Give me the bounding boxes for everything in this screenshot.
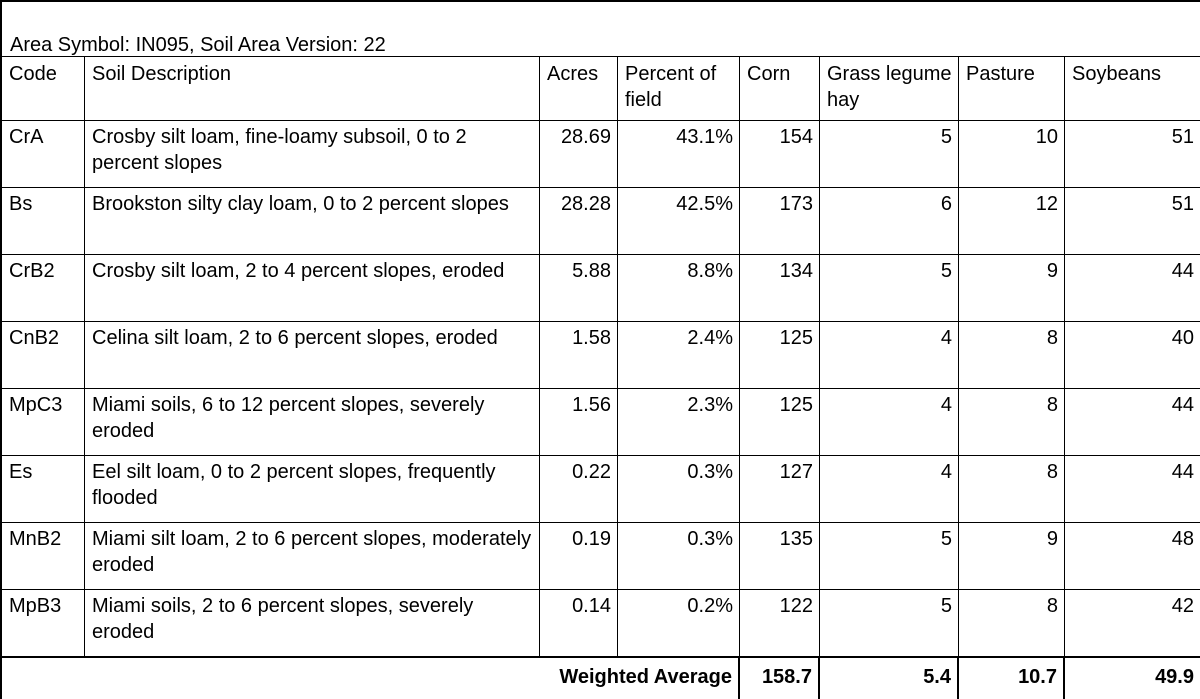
- header-grass-legume-hay: Grass legume hay: [819, 56, 959, 121]
- cell-percent: 8.8%: [617, 254, 740, 322]
- cell-soybeans: 51: [1064, 187, 1200, 255]
- table-row: CrB2 Crosby silt loam, 2 to 4 percent sl…: [1, 254, 1200, 322]
- soil-table: Code Soil Description Acres Percent of f…: [1, 56, 1200, 656]
- cell-corn: 127: [739, 455, 820, 523]
- cell-code: CnB2: [1, 321, 85, 389]
- weighted-average-hay: 5.4: [820, 658, 959, 699]
- cell-acres: 1.56: [539, 388, 618, 456]
- cell-description: Crosby silt loam, fine-loamy subsoil, 0 …: [84, 120, 540, 188]
- cell-corn: 125: [739, 321, 820, 389]
- table-row: CnB2 Celina silt loam, 2 to 6 percent sl…: [1, 321, 1200, 389]
- cell-description: Celina silt loam, 2 to 6 percent slopes,…: [84, 321, 540, 389]
- table-row: CrA Crosby silt loam, fine-loamy subsoil…: [1, 120, 1200, 188]
- cell-pasture: 8: [958, 388, 1065, 456]
- cell-soybeans: 44: [1064, 254, 1200, 322]
- area-title: Area Symbol: IN095, Soil Area Version: 2…: [10, 34, 386, 56]
- cell-percent: 0.3%: [617, 522, 740, 590]
- cell-description: Miami soils, 2 to 6 percent slopes, seve…: [84, 589, 540, 656]
- weighted-average-pasture: 10.7: [959, 658, 1065, 699]
- cell-corn: 134: [739, 254, 820, 322]
- cell-percent: 0.2%: [617, 589, 740, 656]
- cell-hay: 5: [819, 589, 959, 656]
- cell-soybeans: 44: [1064, 388, 1200, 456]
- cell-corn: 125: [739, 388, 820, 456]
- cell-soybeans: 51: [1064, 120, 1200, 188]
- weighted-average-soybeans: 49.9: [1155, 666, 1194, 688]
- cell-pasture: 12: [958, 187, 1065, 255]
- cell-soybeans: 44: [1064, 455, 1200, 523]
- cell-percent: 42.5%: [617, 187, 740, 255]
- cell-pasture: 10: [958, 120, 1065, 188]
- cell-pasture: 9: [958, 254, 1065, 322]
- cell-acres: 0.14: [539, 589, 618, 656]
- header-code: Code: [1, 56, 85, 121]
- header-pasture: Pasture: [958, 56, 1065, 121]
- cell-corn: 122: [739, 589, 820, 656]
- cell-corn: 135: [739, 522, 820, 590]
- cell-code: Bs: [1, 187, 85, 255]
- cell-pasture: 8: [958, 455, 1065, 523]
- cell-pasture: 8: [958, 589, 1065, 656]
- table-row: MpB3 Miami soils, 2 to 6 percent slopes,…: [1, 589, 1200, 656]
- cell-hay: 5: [819, 120, 959, 188]
- table-row: MnB2 Miami silt loam, 2 to 6 percent slo…: [1, 522, 1200, 590]
- cell-code: Es: [1, 455, 85, 523]
- cell-soybeans: 42: [1064, 589, 1200, 656]
- cell-description: Miami soils, 6 to 12 percent slopes, sev…: [84, 388, 540, 456]
- header-acres: Acres: [539, 56, 618, 121]
- weighted-average-row: Weighted Average 158.7 5.4 10.7 49.9: [0, 656, 1200, 699]
- cell-hay: 5: [819, 254, 959, 322]
- cell-code: MnB2: [1, 522, 85, 590]
- cell-hay: 4: [819, 321, 959, 389]
- header-soybeans: Soybeans: [1064, 56, 1200, 121]
- cell-description: Eel silt loam, 0 to 2 percent slopes, fr…: [84, 455, 540, 523]
- cell-pasture: 9: [958, 522, 1065, 590]
- cell-percent: 2.4%: [617, 321, 740, 389]
- cell-corn: 154: [739, 120, 820, 188]
- cell-hay: 4: [819, 388, 959, 456]
- cell-code: CrA: [1, 120, 85, 188]
- cell-percent: 2.3%: [617, 388, 740, 456]
- cell-acres: 1.58: [539, 321, 618, 389]
- table-row: Bs Brookston silty clay loam, 0 to 2 per…: [1, 187, 1200, 255]
- cell-pasture: 8: [958, 321, 1065, 389]
- cell-acres: 28.28: [539, 187, 618, 255]
- cell-code: MpB3: [1, 589, 85, 656]
- cell-code: CrB2: [1, 254, 85, 322]
- table-header-row: Code Soil Description Acres Percent of f…: [1, 56, 1200, 121]
- header-soil-description: Soil Description: [84, 56, 540, 121]
- table-row: Es Eel silt loam, 0 to 2 percent slopes,…: [1, 455, 1200, 523]
- cell-corn: 173: [739, 187, 820, 255]
- table-row: MpC3 Miami soils, 6 to 12 percent slopes…: [1, 388, 1200, 456]
- cell-soybeans: 40: [1064, 321, 1200, 389]
- cell-code: MpC3: [1, 388, 85, 456]
- cell-hay: 4: [819, 455, 959, 523]
- cell-percent: 43.1%: [617, 120, 740, 188]
- header-corn: Corn: [739, 56, 820, 121]
- cell-percent: 0.3%: [617, 455, 740, 523]
- cell-acres: 5.88: [539, 254, 618, 322]
- weighted-average-corn: 158.7: [740, 658, 820, 699]
- cell-acres: 28.69: [539, 120, 618, 188]
- cell-hay: 6: [819, 187, 959, 255]
- cell-description: Brookston silty clay loam, 0 to 2 percen…: [84, 187, 540, 255]
- cell-description: Miami silt loam, 2 to 6 percent slopes, …: [84, 522, 540, 590]
- cell-acres: 0.19: [539, 522, 618, 590]
- cell-acres: 0.22: [539, 455, 618, 523]
- header-percent-of-field: Percent of field: [617, 56, 740, 121]
- cell-hay: 5: [819, 522, 959, 590]
- cell-soybeans: 48: [1064, 522, 1200, 590]
- cell-description: Crosby silt loam, 2 to 4 percent slopes,…: [84, 254, 540, 322]
- weighted-average-label: Weighted Average: [0, 658, 740, 699]
